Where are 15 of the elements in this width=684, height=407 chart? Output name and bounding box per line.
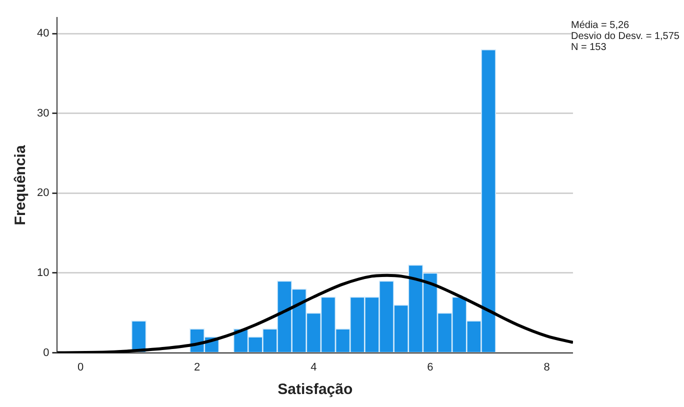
x-tick-label: 2 xyxy=(194,361,200,374)
y-axis-title: Frequência xyxy=(12,144,30,226)
x-tick-label: 0 xyxy=(77,361,84,374)
y-tick-label: 20 xyxy=(36,187,50,200)
y-tick-label: 30 xyxy=(36,107,50,120)
y-tick-label: 0 xyxy=(43,346,50,359)
annotation: Média = 5,26 xyxy=(571,20,630,31)
annotation: Desvio do Desv. = 1,575 xyxy=(571,31,680,42)
y-tick-label: 10 xyxy=(36,267,50,280)
x-tick-label: 8 xyxy=(544,361,550,374)
x-tick-label: 4 xyxy=(310,361,317,374)
y-tick-label: 40 xyxy=(36,28,50,40)
x-tick-label: 6 xyxy=(427,361,434,374)
x-axis-title: Satisfação xyxy=(278,381,353,398)
annotation: N = 153 xyxy=(571,42,608,53)
